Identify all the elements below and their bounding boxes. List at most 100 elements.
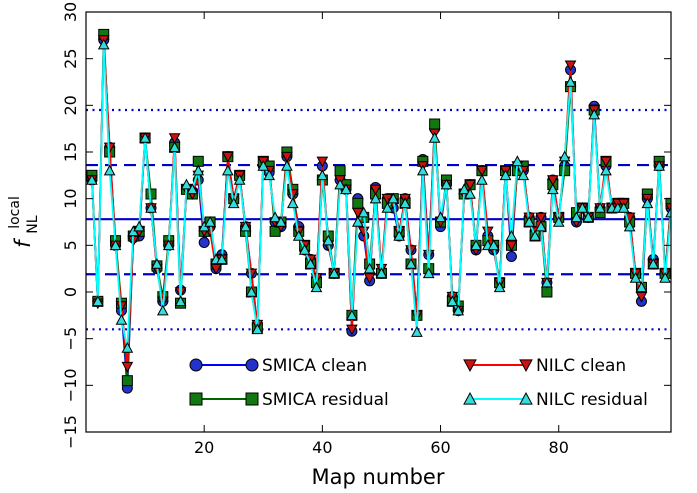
point-nilc-residual bbox=[523, 215, 536, 227]
point-nilc-residual bbox=[440, 178, 453, 190]
y-tick-label: 10 bbox=[61, 188, 80, 208]
svg-text:f NL local: f NL local bbox=[7, 196, 42, 248]
point-nilc-residual bbox=[535, 220, 547, 232]
legend-marker-smica-clean bbox=[189, 358, 203, 372]
point-nilc-clean bbox=[121, 361, 134, 373]
x-axis-label: Map number bbox=[312, 465, 445, 489]
point-nilc-residual bbox=[446, 295, 459, 307]
point-nilc-residual bbox=[133, 220, 146, 232]
point-nilc-residual bbox=[151, 257, 163, 269]
point-nilc-residual bbox=[139, 131, 151, 143]
point-nilc-residual bbox=[623, 220, 636, 232]
point-nilc-residual bbox=[434, 211, 447, 223]
legend-marker-nilc-clean bbox=[519, 359, 533, 373]
point-nilc-clean bbox=[564, 60, 577, 72]
point-nilc-clean bbox=[635, 291, 648, 303]
y-tick-label: 25 bbox=[61, 48, 80, 68]
point-nilc-residual bbox=[174, 295, 187, 307]
y-tick-label: −10 bbox=[61, 368, 80, 402]
point-nilc-residual bbox=[375, 267, 388, 279]
legend-item-smica-clean: SMICA clean bbox=[189, 356, 367, 376]
y-axis-label-sup: local bbox=[7, 196, 23, 229]
x-tick-label: 40 bbox=[312, 438, 332, 457]
point-nilc-residual bbox=[227, 197, 240, 209]
point-nilc-residual bbox=[162, 239, 175, 251]
point-nilc-residual bbox=[428, 131, 441, 143]
point-nilc-residual bbox=[387, 192, 400, 204]
point-nilc-residual bbox=[629, 271, 642, 283]
point-nilc-residual bbox=[647, 257, 660, 269]
series-nilc-clean bbox=[86, 35, 671, 373]
point-nilc-residual bbox=[168, 141, 181, 153]
x-tick-label: 80 bbox=[549, 438, 569, 457]
point-nilc-residual bbox=[91, 295, 104, 307]
point-nilc-residual bbox=[109, 239, 122, 251]
point-nilc-residual bbox=[334, 178, 346, 190]
point-nilc-clean bbox=[316, 156, 329, 168]
point-nilc-clean bbox=[464, 179, 476, 191]
axis-ticks: 20 40 60 80 −15 −10 −5 0 5 10 15 20 25 30 bbox=[61, 2, 671, 457]
point-nilc-residual bbox=[310, 281, 323, 293]
y-tick-label: 0 bbox=[61, 287, 80, 297]
point-nilc-residual bbox=[233, 173, 246, 185]
point-nilc-residual bbox=[499, 169, 512, 181]
point-nilc-residual bbox=[351, 215, 364, 227]
point-nilc-residual bbox=[470, 239, 482, 251]
y-tick-label: 30 bbox=[61, 2, 80, 22]
point-nilc-residual bbox=[156, 304, 169, 316]
y-tick-label: −15 bbox=[61, 415, 80, 449]
point-nilc-residual bbox=[369, 192, 382, 204]
point-nilc-residual bbox=[659, 271, 671, 283]
point-nilc-residual bbox=[476, 173, 488, 185]
series-layer bbox=[86, 28, 671, 394]
point-nilc-residual bbox=[346, 309, 358, 321]
point-nilc-residual bbox=[665, 206, 671, 218]
point-nilc-residual bbox=[357, 206, 370, 218]
point-nilc-residual bbox=[511, 155, 524, 167]
point-nilc-residual bbox=[221, 164, 234, 176]
point-nilc-residual bbox=[529, 229, 541, 241]
point-smica-residual bbox=[121, 375, 133, 387]
point-nilc-residual bbox=[121, 341, 134, 353]
point-nilc-clean bbox=[281, 151, 293, 163]
plot-frame bbox=[85, 11, 672, 433]
point-smica-residual bbox=[352, 197, 364, 209]
point-nilc-residual bbox=[192, 164, 205, 176]
y-axis-label-main: f bbox=[11, 237, 35, 248]
point-nilc-clean bbox=[476, 165, 488, 177]
point-nilc-residual bbox=[570, 211, 583, 223]
y-axis-label: f NL local bbox=[7, 196, 42, 248]
point-nilc-residual bbox=[399, 197, 411, 209]
legend-marker-nilc-residual bbox=[463, 391, 477, 405]
point-nilc-residual bbox=[86, 173, 98, 185]
point-nilc-residual bbox=[145, 201, 157, 213]
point-nilc-residual bbox=[552, 215, 565, 227]
y-tick-label: −5 bbox=[61, 327, 80, 351]
point-nilc-residual bbox=[517, 169, 530, 181]
point-nilc-residual bbox=[322, 234, 335, 246]
point-smica-residual bbox=[334, 165, 346, 177]
point-nilc-residual bbox=[239, 220, 252, 232]
point-nilc-residual bbox=[617, 201, 630, 213]
point-nilc-residual bbox=[541, 276, 553, 288]
legend-label-nilc-clean: NILC clean bbox=[536, 356, 626, 376]
x-tick-label: 20 bbox=[194, 438, 214, 457]
y-tick-label: 20 bbox=[61, 95, 80, 115]
point-nilc-residual bbox=[216, 253, 228, 265]
point-nilc-clean bbox=[546, 175, 559, 187]
legend-item-smica-residual: SMICA residual bbox=[189, 390, 389, 410]
legend-marker-nilc-residual bbox=[519, 391, 533, 405]
point-smica-clean bbox=[198, 237, 210, 249]
point-nilc-residual bbox=[316, 169, 329, 181]
legend-label-smica-residual: SMICA residual bbox=[262, 390, 389, 410]
point-nilc-residual bbox=[576, 201, 589, 213]
point-nilc-residual bbox=[103, 164, 116, 176]
point-nilc-residual bbox=[381, 201, 394, 213]
point-nilc-residual bbox=[245, 285, 258, 297]
point-nilc-residual bbox=[564, 75, 577, 87]
point-nilc-residual bbox=[505, 229, 518, 241]
point-nilc-residual bbox=[416, 164, 429, 176]
point-nilc-residual bbox=[464, 187, 476, 199]
